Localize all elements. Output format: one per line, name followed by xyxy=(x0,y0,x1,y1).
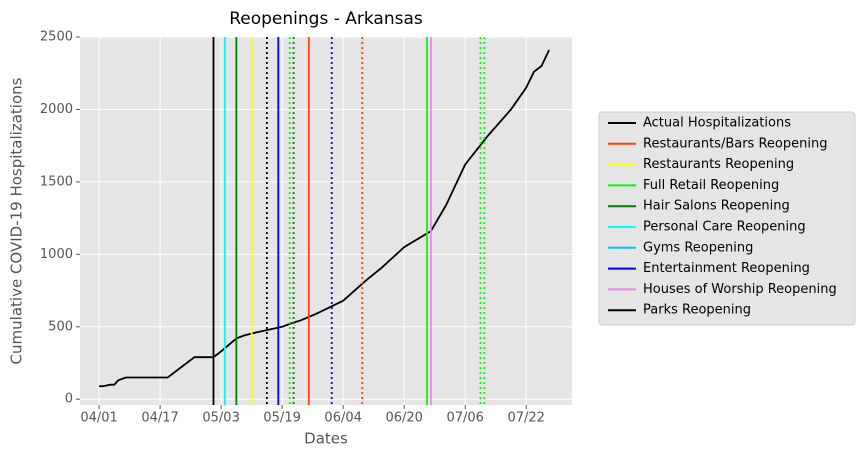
y-tick-label: 1000 xyxy=(40,247,73,262)
chart-title: Reopenings - Arkansas xyxy=(229,9,423,29)
legend-box xyxy=(598,111,856,326)
legend-label: Actual Hospitalizations xyxy=(643,116,791,131)
legend-label: Restaurants Reopening xyxy=(643,157,794,172)
legend-label: Entertainment Reopening xyxy=(643,261,810,276)
legend-label: Parks Reopening xyxy=(643,303,751,318)
plot-area xyxy=(80,37,572,405)
legend-label: Gyms Reopening xyxy=(643,240,753,255)
x-tick-label: 07/22 xyxy=(507,411,544,426)
x-tick-label: 05/03 xyxy=(202,411,239,426)
y-tick-label: 1500 xyxy=(40,174,73,189)
x-tick-label: 04/17 xyxy=(141,411,178,426)
y-tick-label: 2000 xyxy=(40,102,73,117)
legend-label: Personal Care Reopening xyxy=(643,220,806,235)
y-axis-label: Cumulative COVID-19 Hospitalizations xyxy=(8,77,26,364)
y-tick-label: 2500 xyxy=(40,30,73,45)
y-tick-label: 0 xyxy=(65,392,73,407)
y-tick-label: 500 xyxy=(48,319,73,334)
x-axis-label: Dates xyxy=(304,430,348,448)
x-tick-label: 04/01 xyxy=(80,411,117,426)
legend-label: Hair Salons Reopening xyxy=(643,199,790,214)
legend-label: Restaurants/Bars Reopening xyxy=(643,136,827,151)
x-tick-label: 07/06 xyxy=(446,411,483,426)
x-tick-label: 06/04 xyxy=(324,411,361,426)
legend-label: Houses of Worship Reopening xyxy=(643,282,837,297)
x-tick-label: 06/20 xyxy=(385,411,422,426)
legend-label: Full Retail Reopening xyxy=(643,178,779,193)
x-tick-label: 05/19 xyxy=(263,411,300,426)
